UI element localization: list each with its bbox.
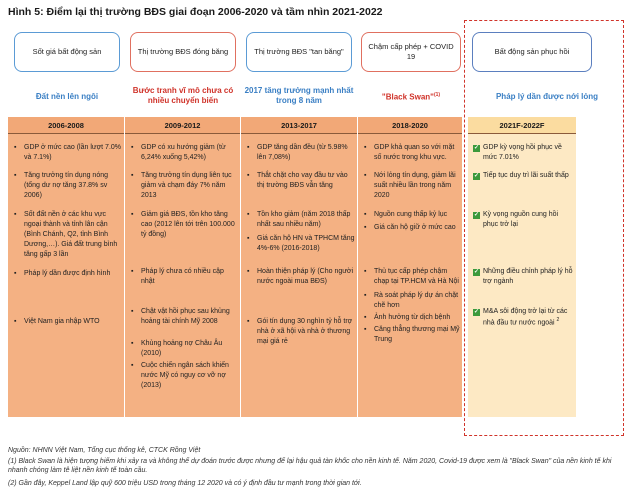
list-item: ▪ Giá căn hộ HN và TPHCM tăng 4%-6% (2016… — [247, 235, 355, 252]
list-item: ▪ Nguồn cung thấp kỷ lục — [364, 211, 448, 218]
square-bullet-icon: ▪ — [364, 314, 367, 321]
square-bullet-icon: ▪ — [364, 268, 367, 275]
list-item: ▪ Giảm giá BĐS, tồn kho tăng cao (2012 lê… — [131, 211, 235, 238]
list-item: ▪ Việt Nam gia nhập WTO — [14, 318, 100, 325]
list-item: ▪ Pháp lý dần được định hình — [14, 270, 111, 277]
square-bullet-icon: ▪ — [364, 326, 367, 333]
phase-subtitle-2: Bước tranh vĩ mô chưa có nhiều chuyển bi… — [132, 86, 234, 106]
square-bullet-icon: ▪ — [247, 144, 250, 151]
list-item: ✓ GDP kỳ vọng hồi phục về mức 7.01% — [473, 144, 562, 161]
phase-label: Thị trường BĐS "tan băng" — [254, 47, 344, 57]
phase-label: Bất động sản phục hồi — [494, 47, 570, 57]
list-item: ▪ Ảnh hưởng từ dịch bệnh — [364, 314, 451, 321]
period-label: 2009-2012 — [125, 117, 240, 134]
square-bullet-icon: ▪ — [14, 270, 17, 277]
phase-header-1: Sốt giá bất động sản — [14, 32, 120, 72]
list-item: ▪ Gói tín dụng 30 nghìn tỷ hỗ trợ nhà ở x… — [247, 318, 353, 345]
square-bullet-icon: ▪ — [364, 292, 367, 299]
item-text: M&A sôi động trở lại từ các nhà đầu tư n… — [483, 308, 568, 327]
list-item: ▪ Rà soát pháp lý dự án chặt chẽ hơn — [364, 292, 459, 309]
list-item: ▪ Nới lỏng tín dụng, giảm lãi suất nhiều … — [364, 172, 456, 199]
list-item: ▪ GDP khả quan so với mặt số nước trong k… — [364, 144, 455, 161]
list-item: ✓ M&A sôi động trở lại từ các nhà đầu tư … — [473, 307, 574, 328]
source-note: Nguồn: NHNN Việt Nam, Tổng cục thống kê,… — [8, 447, 201, 454]
phase-header-2: Thị trường BĐS đóng băng — [130, 32, 236, 72]
square-bullet-icon: ▪ — [364, 172, 367, 179]
square-bullet-icon: ▪ — [14, 318, 17, 325]
phase-column-1: 2006-2008 ▪ GDP ở mức cao (lần lượt 7.0% … — [8, 117, 124, 417]
list-item: ▪ Cuộc chiến ngân sách khiến nước Mỹ có n… — [131, 362, 229, 389]
list-item: ▪ GDP có xu hướng giảm (từ 6,24% xuống 5,… — [131, 144, 226, 161]
phase-column-5: 2021F-2022F ✓ GDP kỳ vọng hồi phục về mức… — [468, 117, 576, 417]
phase-subtitle-1: Đất nền lên ngôi — [35, 92, 99, 101]
phase-subtitle-3: 2017 tăng trưởng mạnh nhất trong 8 năm — [244, 86, 354, 106]
list-item: ✓ Kỳ vọng nguồn cung hồi phục trở lại — [473, 211, 559, 228]
checkbox-icon: ✓ — [473, 212, 480, 219]
list-item: ▪ Sốt đất nền ở các khu vực ngoại thành v… — [14, 211, 118, 258]
phase-label: Thị trường BĐS đóng băng — [137, 47, 229, 57]
list-item: ▪ Tăng trưởng tín dụng liên tục giảm và c… — [131, 172, 232, 199]
list-item: ▪ Hoàn thiện pháp lý (Cho người nước ngoà… — [247, 268, 354, 285]
footnote-2: (2) Gần đây, Keppel Land lập quỹ 600 tri… — [8, 480, 362, 487]
square-bullet-icon: ▪ — [364, 211, 367, 218]
period-label: 2013-2017 — [241, 117, 357, 134]
footnote-1: (1) Black Swan là hiện tượng hiếm khi xả… — [8, 458, 612, 475]
list-item: ▪ Chật vật hồi phục sau khủng hoảng tài c… — [131, 308, 230, 325]
phase-subtitle-5: Pháp lý dần được nới lỏng — [495, 92, 599, 101]
period-label: 2018-2020 — [358, 117, 462, 134]
list-item: ▪ Pháp lý chưa có nhiều cập nhật — [131, 268, 224, 285]
square-bullet-icon: ▪ — [247, 268, 250, 275]
phase-column-2: 2009-2012 ▪ GDP có xu hướng giảm (từ 6,24… — [125, 117, 240, 417]
square-bullet-icon: ▪ — [247, 172, 250, 179]
list-item: ▪ Tồn kho giảm (năm 2018 thấp nhất sau nh… — [247, 211, 351, 228]
square-bullet-icon: ▪ — [247, 318, 250, 325]
phase-column-3: 2013-2017 ▪ GDP tăng dần đều (từ 5.98% lê… — [241, 117, 357, 417]
list-item: ▪ Thủ tục cấp phép chậm chạp tại TP.HCM v… — [364, 268, 459, 285]
checkbox-icon: ✓ — [473, 309, 480, 316]
list-item: ▪ GDP tăng dần đều (từ 5.98% lên 7,08%) — [247, 144, 348, 161]
square-bullet-icon: ▪ — [14, 211, 17, 218]
phase-subtitle-4: "Black Swan"(1) — [361, 92, 461, 103]
phase-header-5: Bất động sản phục hồi — [472, 32, 592, 72]
phase-column-4: 2018-2020 ▪ GDP khả quan so với mặt số nư… — [358, 117, 462, 417]
list-item: ✓ Những điều chỉnh pháp lý hỗ trợ ngành — [473, 268, 573, 285]
square-bullet-icon: ▪ — [364, 144, 367, 151]
square-bullet-icon: ▪ — [131, 362, 134, 369]
list-item: ▪ Giá căn hộ giữ ở mức cao — [364, 224, 456, 231]
subtitle-text: "Black Swan" — [381, 92, 434, 102]
square-bullet-icon: ▪ — [247, 211, 250, 218]
phase-label: Sốt giá bất động sản — [32, 47, 102, 57]
list-item: ✓ Tiếp tục duy trì lãi suất thấp — [473, 172, 569, 180]
forecast-highlight-frame — [464, 20, 624, 436]
square-bullet-icon: ▪ — [14, 172, 17, 179]
square-bullet-icon: ▪ — [364, 224, 367, 231]
checkbox-icon: ✓ — [473, 145, 480, 152]
item-sup: 2 — [556, 316, 560, 323]
figure-title: Hình 5: Điểm lại thị trường BĐS giai đoạ… — [8, 6, 383, 18]
period-label: 2021F-2022F — [468, 117, 576, 134]
square-bullet-icon: ▪ — [131, 340, 134, 347]
square-bullet-icon: ▪ — [247, 235, 250, 242]
list-item: ▪ Căng thẳng thương mại Mỹ Trung — [364, 326, 460, 343]
list-item: ▪ Thắt chặt cho vay đầu tư vào thị trường… — [247, 172, 348, 189]
square-bullet-icon: ▪ — [131, 211, 134, 218]
list-item: ▪ Tăng trưởng tín dụng nóng (tổng dư nợ t… — [14, 172, 108, 199]
square-bullet-icon: ▪ — [131, 268, 134, 275]
list-item: ▪ Khủng hoảng nợ Châu Âu (2010) — [131, 340, 223, 357]
subtitle-sup: (1) — [433, 92, 441, 98]
phase-header-4: Chậm cấp phép + COVID 19 — [361, 32, 461, 72]
list-item: ▪ GDP ở mức cao (lần lượt 7.0% và 7.1%) — [14, 144, 122, 161]
square-bullet-icon: ▪ — [131, 308, 134, 315]
square-bullet-icon: ▪ — [131, 144, 134, 151]
square-bullet-icon: ▪ — [131, 172, 134, 179]
square-bullet-icon: ▪ — [14, 144, 17, 151]
phase-header-3: Thị trường BĐS "tan băng" — [246, 32, 352, 72]
period-label: 2006-2008 — [8, 117, 124, 134]
checkbox-icon: ✓ — [473, 269, 480, 276]
phase-label: Chậm cấp phép + COVID 19 — [368, 42, 454, 61]
checkbox-icon: ✓ — [473, 173, 480, 180]
